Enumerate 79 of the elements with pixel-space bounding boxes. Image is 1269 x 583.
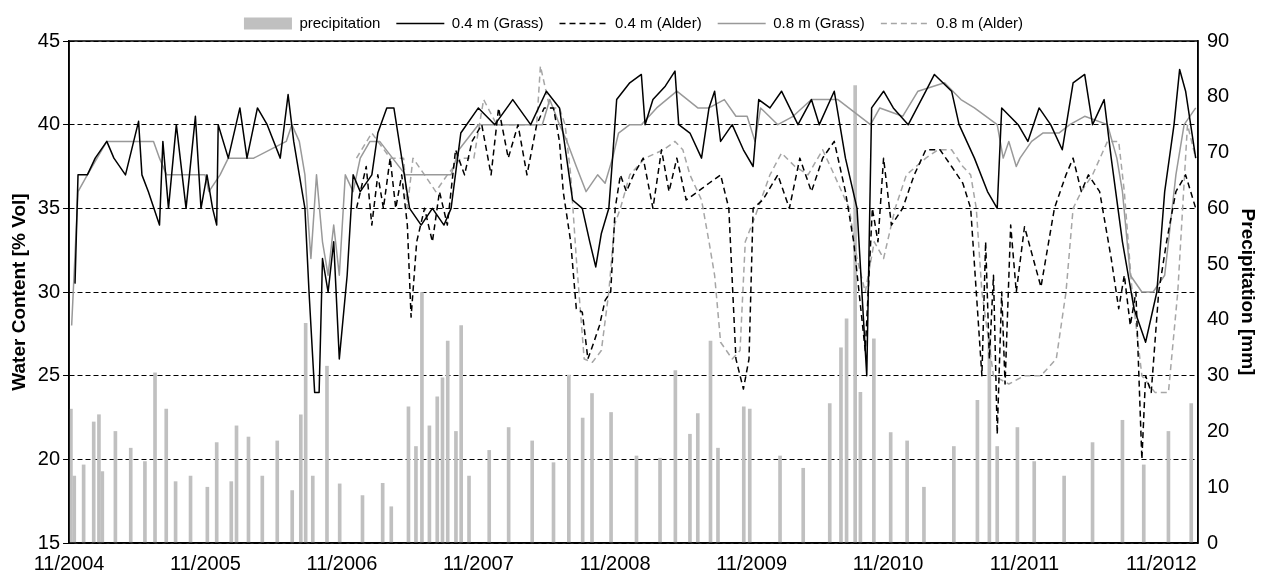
x-tick-label: 11/2005 — [170, 551, 241, 574]
x-tick-label: 11/2011 — [989, 551, 1060, 574]
bar — [389, 506, 394, 543]
x-tick-label: 11/2012 — [1125, 551, 1197, 574]
y-tick-label: 15 — [37, 530, 61, 553]
bar — [290, 490, 295, 543]
y2-tick-label: 60 — [1206, 195, 1230, 218]
bar — [380, 482, 385, 543]
x-tick-label: 11/2007 — [442, 551, 514, 574]
legend-label: 0.8 m (Grass) — [773, 13, 865, 31]
legend-label: 0.4 m (Grass) — [451, 13, 544, 31]
x-tick-label: 11/2009 — [716, 551, 788, 574]
y-axis-title: Water Content [% Vol] — [7, 193, 29, 391]
bar — [688, 433, 692, 543]
bar — [853, 85, 857, 543]
bar — [995, 446, 1000, 543]
bar — [337, 483, 342, 543]
bar — [1032, 461, 1037, 543]
y-tick-label: 35 — [37, 195, 61, 218]
bar — [590, 393, 594, 543]
y2-tick-label: 0 — [1206, 530, 1219, 553]
y2-tick-label: 40 — [1206, 307, 1230, 330]
bar — [467, 475, 471, 543]
bar — [414, 446, 418, 543]
x-tick-label: 11/2008 — [579, 551, 651, 574]
y-tick-label: 20 — [37, 446, 61, 469]
bar — [325, 365, 329, 543]
bar — [214, 442, 219, 543]
legend-label: precipitation — [299, 13, 381, 31]
y2-axis-title: Precipitation [mm] — [1238, 208, 1260, 376]
bar — [801, 467, 806, 543]
bar — [905, 440, 909, 543]
bar — [778, 455, 782, 543]
bar — [1189, 403, 1194, 543]
y-tick-label: 40 — [37, 112, 61, 135]
bar — [695, 413, 700, 543]
bar — [741, 406, 746, 543]
bar — [827, 403, 832, 543]
bar — [1141, 464, 1146, 543]
bar — [275, 440, 280, 543]
bar — [153, 372, 157, 543]
bar — [128, 447, 133, 543]
line-series — [355, 65, 1197, 394]
bar — [260, 475, 265, 543]
bar — [658, 457, 662, 543]
bar — [435, 396, 440, 543]
y2-tick-label: 20 — [1206, 418, 1230, 441]
bar — [530, 440, 535, 543]
y2-tick-label: 80 — [1206, 84, 1230, 107]
legend-label: 0.4 m (Alder) — [615, 13, 702, 31]
bar — [143, 461, 147, 543]
bar — [1062, 475, 1066, 543]
bar — [952, 446, 956, 543]
bar — [487, 450, 492, 543]
bar — [872, 338, 876, 543]
bar — [609, 412, 613, 543]
y2-tick-label: 90 — [1206, 28, 1230, 51]
bar — [567, 374, 571, 543]
x-tick-label: 11/2010 — [852, 551, 924, 574]
bar — [229, 481, 234, 543]
y2-tick-label: 10 — [1206, 474, 1230, 497]
y2-tick-label: 30 — [1206, 363, 1230, 386]
y2-tick-label: 50 — [1206, 251, 1230, 274]
bar — [445, 340, 450, 543]
bar — [164, 408, 169, 543]
y2-tick-label: 70 — [1206, 140, 1230, 163]
y-tick-label: 30 — [37, 279, 61, 302]
x-tick-label: 11/2004 — [33, 551, 105, 574]
bar — [839, 347, 843, 543]
bar — [310, 475, 315, 543]
bar — [747, 408, 752, 543]
bar — [420, 292, 424, 543]
bar — [888, 432, 893, 543]
bar — [922, 486, 926, 543]
bar — [716, 447, 720, 543]
x-tick-label: 11/2006 — [306, 551, 378, 574]
legend-label: 0.8 m (Alder) — [936, 13, 1024, 31]
y-tick-label: 25 — [37, 363, 61, 386]
y-tick-label: 45 — [37, 28, 61, 51]
